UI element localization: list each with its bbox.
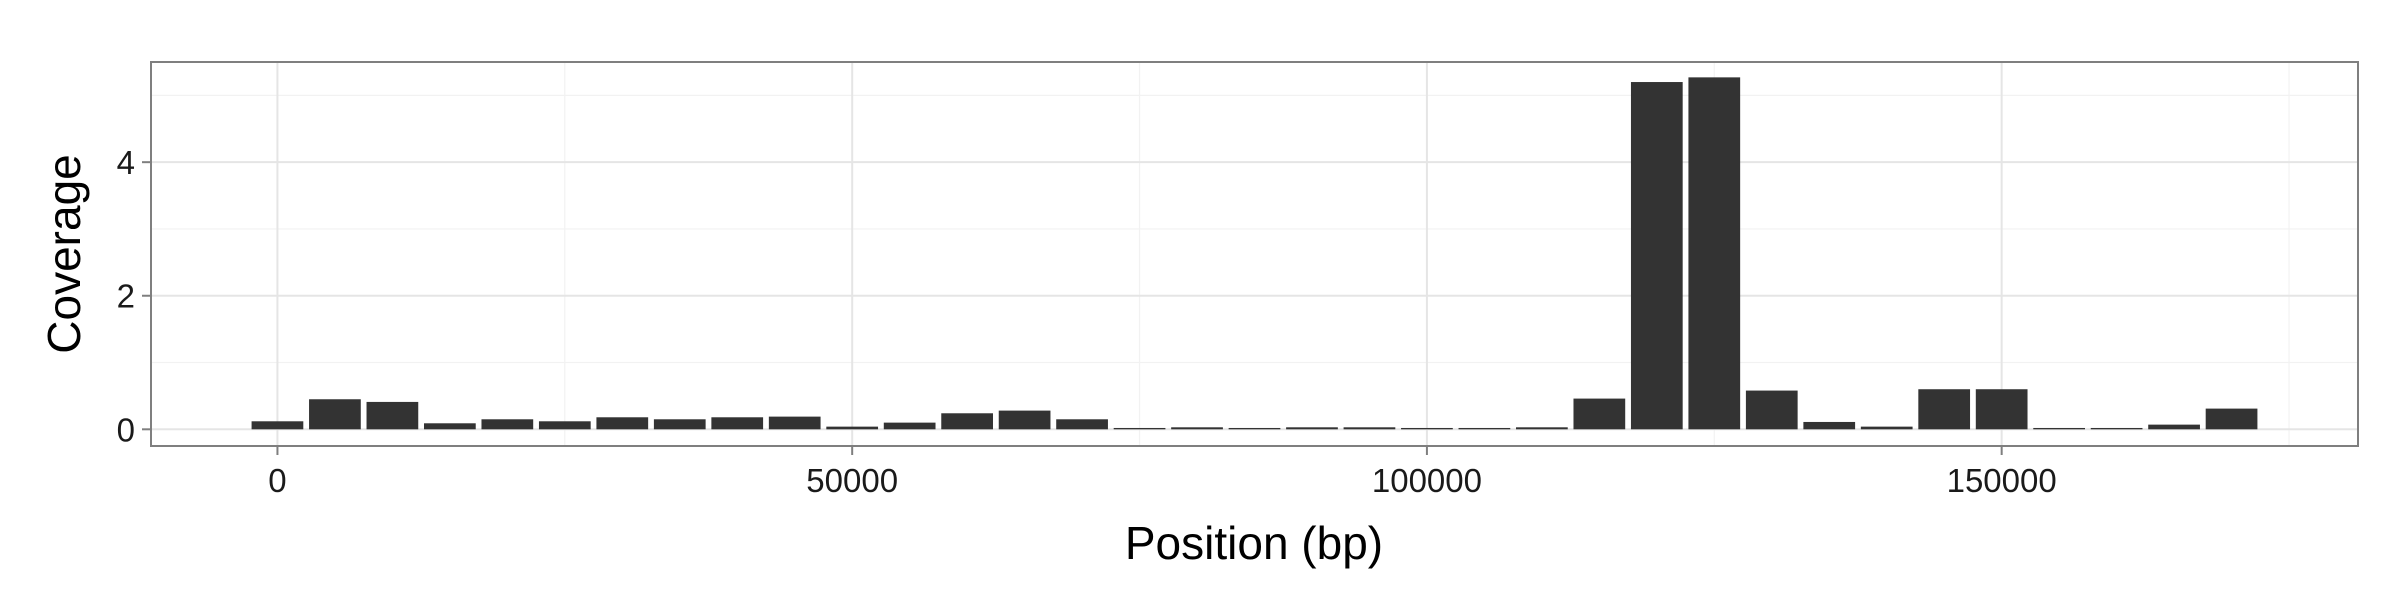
bar: [596, 417, 649, 430]
bar: [1688, 77, 1741, 430]
bar: [883, 422, 936, 430]
bar: [653, 419, 706, 430]
x-axis-ticks: 0 50000 100000 150000: [268, 446, 2057, 499]
bar: [481, 419, 534, 430]
bar: [826, 426, 879, 430]
y-tick-label: 2: [117, 278, 135, 315]
bar: [1975, 389, 2028, 430]
y-tick-label: 4: [117, 144, 135, 181]
bar: [941, 413, 993, 430]
bar: [998, 410, 1051, 430]
y-axis-ticks: 0 2 4: [117, 144, 151, 448]
bar: [309, 399, 361, 430]
bar: [1803, 421, 1856, 430]
bar: [768, 416, 821, 430]
y-tick-label: 0: [117, 411, 135, 448]
bar: [711, 417, 764, 430]
x-axis-title: Position (bp): [1125, 517, 1383, 569]
y-axis-title: Coverage: [38, 154, 90, 353]
x-tick-label: 0: [268, 462, 286, 499]
bar: [2148, 424, 2200, 430]
bar: [1171, 427, 1223, 430]
bar: [366, 401, 419, 430]
bar: [1343, 427, 1396, 430]
bar: [2033, 427, 2085, 430]
x-tick-label: 100000: [1372, 462, 1482, 499]
bar: [1056, 419, 1108, 430]
bar: [1286, 427, 1338, 430]
bar: [1113, 427, 1166, 430]
x-tick-label: 50000: [806, 462, 898, 499]
bar: [1745, 390, 1798, 430]
bar: [1516, 427, 1568, 430]
bar: [1860, 426, 1913, 430]
bar: [538, 421, 591, 430]
bar: [1573, 398, 1626, 430]
bar: [1630, 82, 1683, 430]
plot-panel: [151, 62, 2358, 446]
bars: [251, 77, 2258, 430]
bar: [424, 423, 476, 430]
bar: [1401, 427, 1453, 430]
plot-border: [150, 61, 2359, 447]
bar: [1918, 389, 1971, 430]
bar: [1458, 427, 1511, 430]
bar: [2205, 408, 2258, 430]
bar: [2090, 427, 2143, 430]
bar: [1228, 427, 1281, 430]
bar: [251, 421, 304, 430]
x-tick-label: 150000: [1947, 462, 2057, 499]
